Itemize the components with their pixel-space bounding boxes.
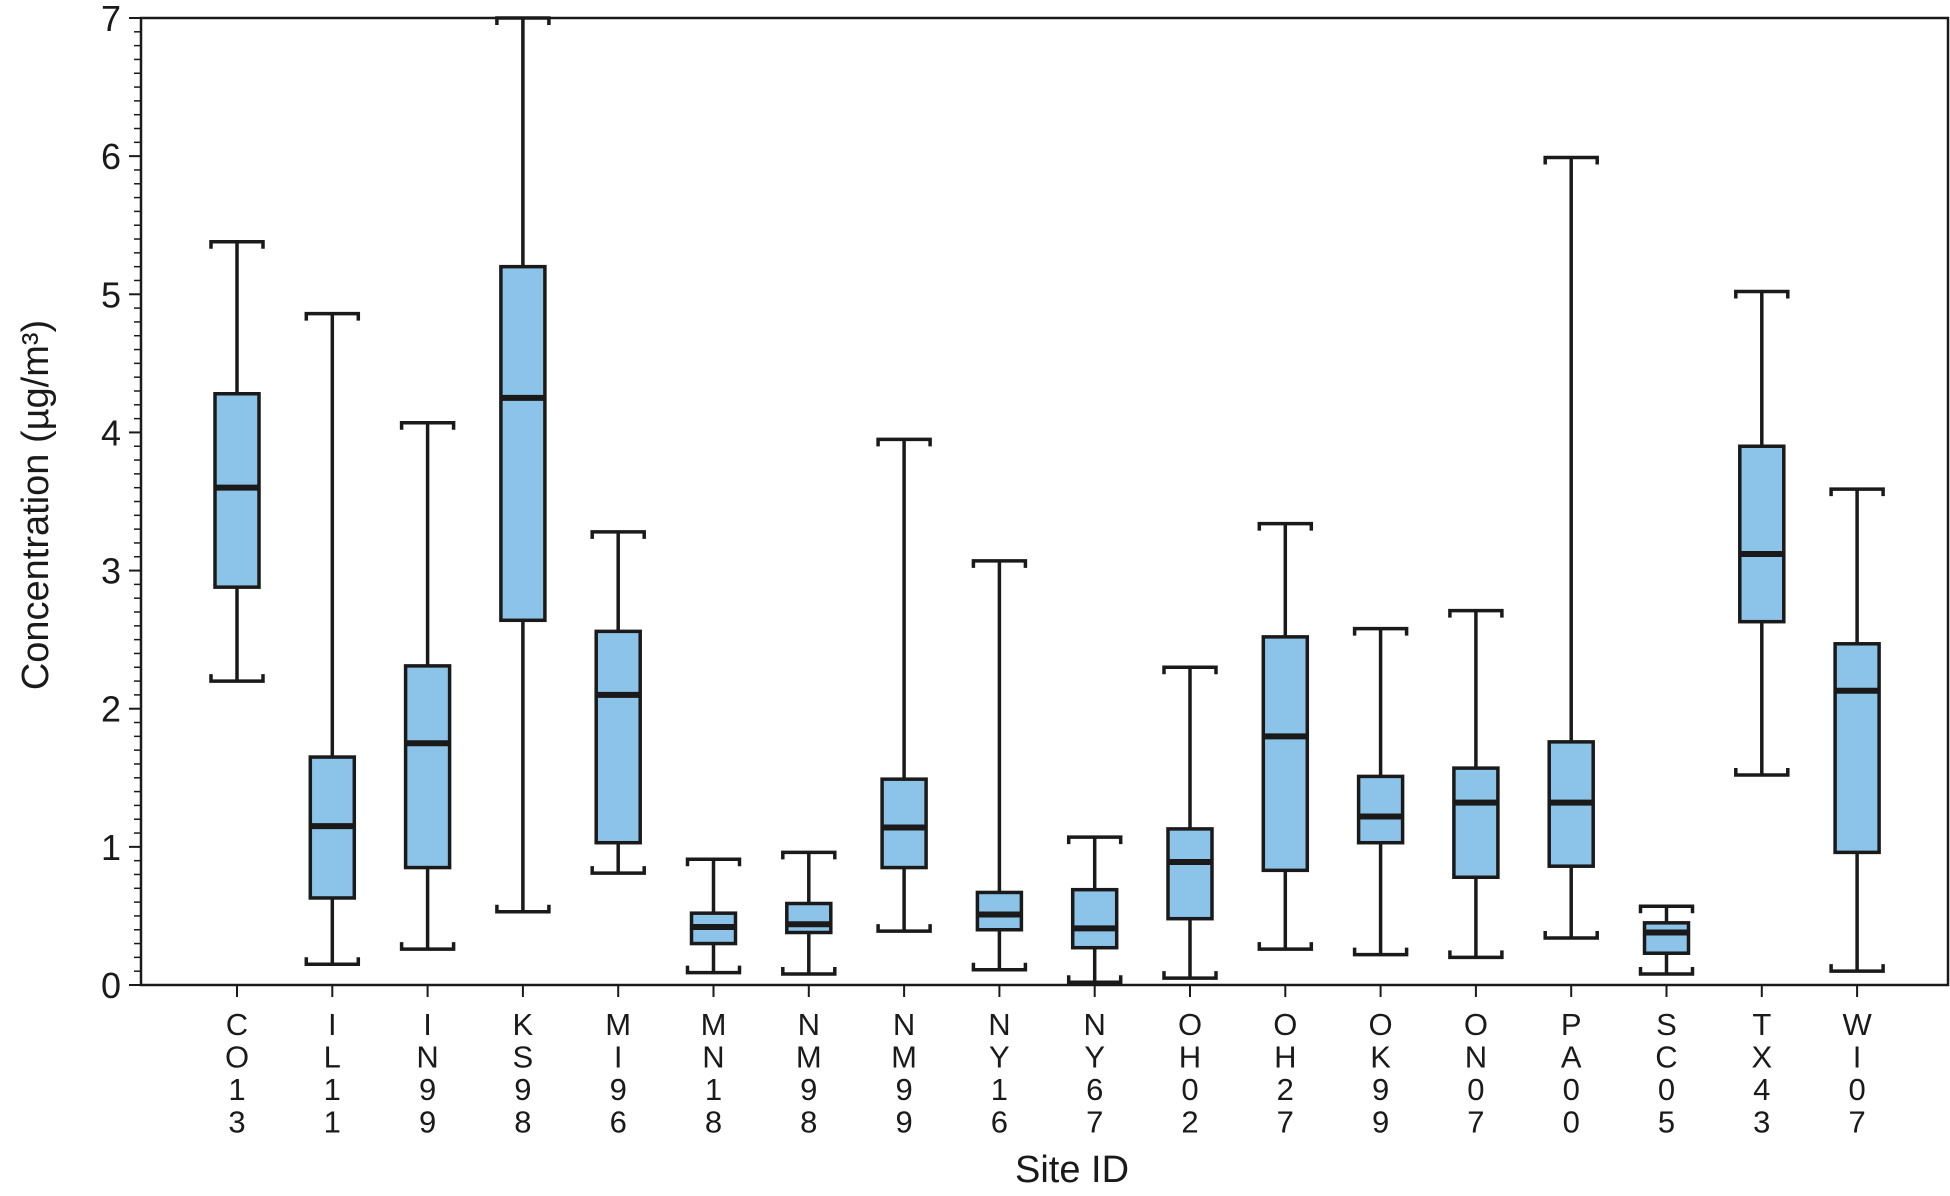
whisker-cap-max [876,437,932,447]
whisker-cap-min [1352,947,1409,957]
whisker-cap-min [1638,966,1695,976]
whisker-cap-min [399,942,456,951]
box-mi96 [590,530,646,875]
box-iqr [1356,774,1405,845]
box-sc05 [1638,904,1695,976]
whisker-cap-min [495,904,551,914]
y-axis-title: Concentration (µg/m³) [15,320,57,690]
box-wi07 [1829,487,1885,973]
whisker-cap-min [1257,942,1314,951]
box-pa00 [1543,155,1599,940]
box-il11 [304,311,361,967]
axes-layer [129,16,1950,997]
box-layer [209,16,1885,984]
whisker-cap-max [1162,665,1218,675]
box-tx43 [1734,289,1790,777]
whisker-cap-min [1543,931,1599,940]
whisker-cap-min [685,965,742,975]
box-ny67 [1066,835,1123,984]
whisker-cap-max [1829,487,1885,497]
whisker-cap-min [1448,950,1504,960]
box-nm98 [781,850,837,976]
whisker-cap-max [399,421,456,430]
whisker-cap-max [1543,155,1599,165]
whisker-cap-min [876,924,932,933]
whisker-cap-max [1066,835,1123,845]
y-tick-label: 0 [101,965,121,1006]
box-co13 [209,240,265,683]
box-iqr [1738,444,1786,624]
whisker-cap-max [1638,904,1695,914]
box-iqr [403,664,452,870]
whisker-cap-max [1734,289,1790,299]
whisker-cap-min [304,957,361,967]
whisker-cap-max [1257,521,1314,531]
box-ny16 [971,559,1028,972]
x-axis-title: Site ID [1015,1149,1129,1191]
whisker-cap-min [590,866,646,875]
box-iqr [499,264,547,623]
box-iqr [975,890,1024,932]
box-iqr [1166,827,1214,921]
box-ks98 [495,16,551,914]
whisker-cap-min [1066,975,1123,984]
y-tick-label: 7 [101,0,121,39]
y-tick-label: 1 [101,827,121,868]
whisker-cap-min [209,674,265,683]
whisker-cap-max [304,311,361,321]
box-iqr [1070,887,1119,950]
box-iqr [785,901,833,935]
box-iqr [1833,642,1881,855]
box-iqr [1642,921,1691,955]
box-iqr [1261,635,1310,873]
y-tick-label: 2 [101,689,121,730]
y-tick-label: 5 [101,274,121,315]
y-tick-label: 3 [101,551,121,592]
whisker-cap-max [209,240,265,249]
whisker-cap-min [1734,768,1790,777]
whisker-cap-min [971,962,1028,972]
box-iqr [880,777,928,870]
box-oh27 [1257,521,1314,951]
whisker-cap-max [590,530,646,539]
box-on07 [1448,608,1504,960]
whisker-cap-min [781,966,837,976]
box-iqr [594,629,642,845]
whisker-cap-max [1448,608,1504,618]
whisker-cap-max [685,857,742,867]
box-nm99 [876,437,932,933]
whisker-cap-min [1829,964,1885,973]
whisker-cap-max [1352,626,1409,636]
box-ok99 [1352,626,1409,957]
whisker-cap-max [781,850,837,860]
labels-layer: 0 1 2 3 4 5 6 7 C O 1 3 I L 1 1 I N 9 9 K S 9 8 M I 9 6 M N 1 8 N M 9 8 N M 9 9… [101,0,1872,1140]
box-in99 [399,421,456,951]
box-oh02 [1162,665,1218,980]
box-iqr [1452,766,1500,879]
whisker-cap-min [1162,971,1218,980]
box-mn18 [685,857,742,975]
whisker-cap-max [971,559,1028,568]
y-tick-label: 4 [101,412,121,453]
y-tick-label: 6 [101,136,121,177]
